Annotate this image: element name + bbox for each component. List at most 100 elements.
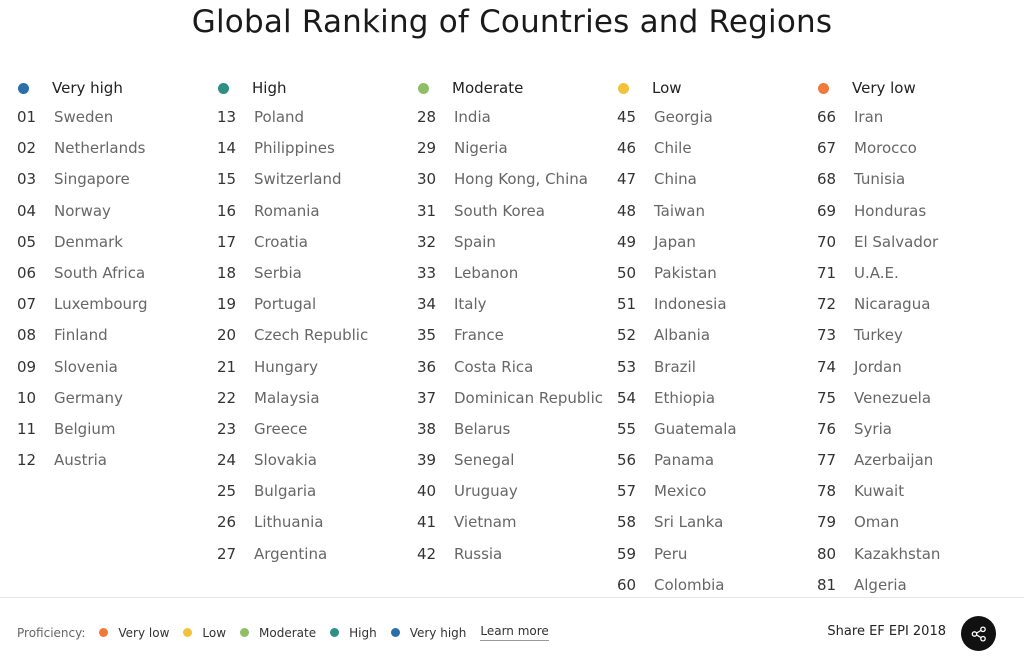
country-name: Bulgaria	[254, 482, 317, 501]
country-name: El Salvador	[854, 232, 939, 251]
list-item: 19 Portugal	[217, 291, 407, 317]
country-name: Pakistan	[654, 263, 717, 282]
rank-number: 58	[617, 513, 637, 532]
list-item: 29 Nigeria	[417, 135, 607, 161]
list-item: 47 China	[617, 166, 807, 192]
country-name: Peru	[654, 544, 688, 563]
rank-number: 49	[617, 232, 637, 251]
country-list: 01 Sweden 02 Netherlands 03 Singapore 04 Norway…	[17, 104, 207, 473]
column-low: Low 45 Georgia 46 Chile 47 China 48 Taiwan 49 Jap…	[617, 76, 807, 597]
rank-number: 27	[217, 544, 237, 563]
share-label: Share EF EPI 2018	[827, 624, 946, 639]
rank-number: 67	[817, 139, 837, 158]
rank-number: 07	[17, 295, 37, 314]
rank-number: 54	[617, 388, 637, 407]
page-title: Global Ranking of Countries and Regions	[191, 4, 833, 40]
rank-number: 53	[617, 357, 637, 376]
rank-number: 33	[417, 263, 437, 282]
rank-number: 04	[17, 201, 37, 220]
country-name: Hong Kong, China	[454, 170, 588, 189]
proficiency-legend: Proficiency: Very low Low Moderate High …	[17, 624, 549, 641]
country-name: Russia	[454, 544, 503, 563]
column-title: Very high	[52, 79, 123, 97]
country-name: Hungary	[254, 357, 319, 376]
rank-number: 35	[417, 326, 437, 345]
rank-number: 72	[817, 295, 837, 314]
rank-number: 13	[217, 108, 237, 126]
list-item: 34 Italy	[417, 291, 607, 317]
rank-number: 26	[217, 513, 237, 532]
rank-number: 36	[417, 357, 437, 376]
country-name: Switzerland	[254, 170, 342, 189]
list-item: 41 Vietnam	[417, 509, 607, 535]
list-item: 17 Croatia	[217, 229, 407, 255]
list-item: 09 Slovenia	[17, 354, 207, 380]
share-button[interactable]	[961, 616, 996, 651]
list-item: 42 Russia	[417, 541, 607, 567]
list-item: 40 Uruguay	[417, 478, 607, 504]
rank-number: 34	[417, 295, 437, 314]
list-item: 06 South Africa	[17, 260, 207, 286]
country-name: Brazil	[654, 357, 696, 376]
column-header: Very high	[17, 76, 207, 100]
column-moderate: Moderate 28 India 29 Nigeria 30 Hong Kong, Ch…	[417, 76, 607, 572]
list-item: 69 Honduras	[817, 198, 1007, 224]
rank-number: 29	[417, 139, 437, 158]
rank-number: 25	[217, 482, 237, 501]
list-item: 20 Czech Republic	[217, 322, 407, 348]
rank-number: 41	[417, 513, 437, 532]
rank-number: 78	[817, 482, 837, 501]
list-item: 51 Indonesia	[617, 291, 807, 317]
list-item: 18 Serbia	[217, 260, 407, 286]
country-name: Malaysia	[254, 388, 320, 407]
rank-number: 46	[617, 139, 637, 158]
legend-label: Moderate	[259, 625, 317, 640]
country-name: Senegal	[454, 451, 515, 470]
rank-number: 20	[217, 326, 237, 345]
proficiency-dot-icon	[18, 82, 29, 94]
column-very-low: Very low 66 Iran 67 Morocco 68 Tunisia 69 Hondu…	[817, 76, 1007, 597]
list-item: 27 Argentina	[217, 541, 407, 567]
country-name: Syria	[854, 419, 892, 438]
country-name: Argentina	[254, 544, 328, 563]
country-name: Algeria	[854, 575, 907, 594]
country-name: Ethiopia	[654, 388, 716, 407]
country-name: India	[454, 108, 491, 126]
rank-number: 66	[817, 108, 837, 126]
rank-number: 70	[817, 232, 837, 251]
list-item: 05 Denmark	[17, 229, 207, 255]
column-title: Low	[652, 79, 682, 97]
list-item: 24 Slovakia	[217, 447, 407, 473]
list-item: 07 Luxembourg	[17, 291, 207, 317]
country-name: Austria	[54, 451, 107, 470]
country-name: Japan	[654, 232, 696, 251]
rank-number: 02	[17, 139, 37, 158]
list-item: 52 Albania	[617, 322, 807, 348]
rank-number: 21	[217, 357, 237, 376]
country-list: 28 India 29 Nigeria 30 Hong Kong, China 31 Sout…	[417, 104, 607, 567]
ranking-columns: Very high 01 Sweden 02 Netherlands 03 Singapo…	[0, 76, 1024, 597]
proficiency-dot-icon	[418, 82, 429, 94]
country-list: 66 Iran 67 Morocco 68 Tunisia 69 Honduras 70 El S…	[817, 104, 1007, 597]
country-name: Netherlands	[54, 139, 146, 158]
rank-number: 39	[417, 451, 437, 470]
country-name: Slovenia	[54, 357, 118, 376]
country-name: Nigeria	[454, 139, 508, 158]
learn-more-link[interactable]: Learn more	[480, 624, 549, 641]
country-name: Indonesia	[654, 295, 727, 314]
rank-number: 23	[217, 419, 237, 438]
country-name: Greece	[254, 419, 308, 438]
list-item: 38 Belarus	[417, 416, 607, 442]
country-name: Romania	[254, 201, 320, 220]
rank-number: 09	[17, 357, 37, 376]
proficiency-dot-icon	[618, 82, 629, 94]
rank-number: 19	[217, 295, 237, 314]
country-name: China	[654, 170, 697, 189]
list-item: 49 Japan	[617, 229, 807, 255]
list-item: 21 Hungary	[217, 354, 407, 380]
rank-number: 69	[817, 201, 837, 220]
country-name: Costa Rica	[454, 357, 534, 376]
list-item: 01 Sweden	[17, 104, 207, 130]
rank-number: 45	[617, 108, 637, 126]
country-name: Philippines	[254, 139, 335, 158]
